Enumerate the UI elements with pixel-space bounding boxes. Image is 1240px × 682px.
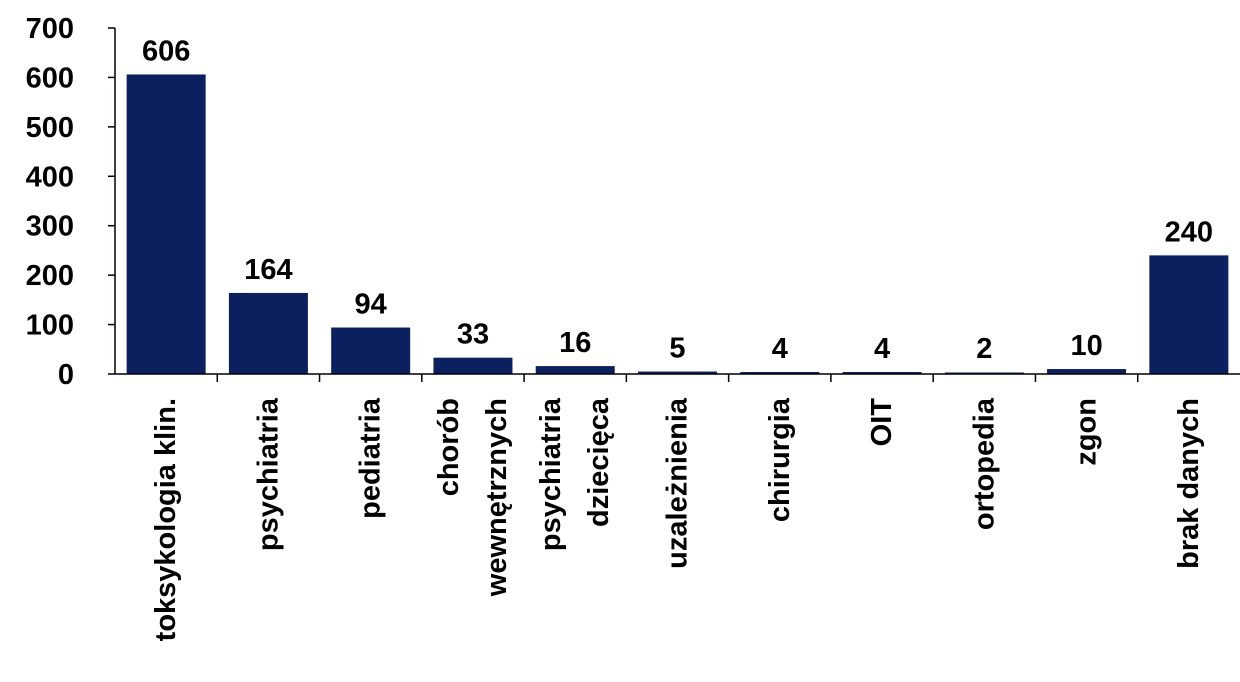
bar-value-label: 606 xyxy=(142,35,190,67)
bar-value-label: 16 xyxy=(559,327,591,359)
x-axis-tick-labels: toksykologia klin. psychiatria pediatria ch… xyxy=(150,397,1205,641)
bar xyxy=(535,366,615,374)
x-tick-label: dziecięca xyxy=(583,397,615,527)
bar-value-label: 94 xyxy=(355,289,387,321)
bar xyxy=(126,74,206,374)
bar xyxy=(1149,255,1229,374)
x-tick-label: chirurgia xyxy=(764,397,796,522)
bar xyxy=(331,327,411,374)
bar-value-label: 4 xyxy=(874,333,890,365)
y-tick-label: 600 xyxy=(26,62,74,94)
x-tick-label: pediatria xyxy=(355,397,387,519)
bar xyxy=(842,372,922,374)
bar-value-label: 240 xyxy=(1165,216,1213,248)
y-tick-label: 200 xyxy=(26,260,74,292)
x-tick-label: uzależnienia xyxy=(662,397,694,569)
bar xyxy=(638,371,717,374)
bar-value-label: 4 xyxy=(772,333,788,365)
x-tick-label: chorób xyxy=(433,398,465,496)
bar xyxy=(228,292,308,374)
y-tick-label: 700 xyxy=(26,13,74,45)
bar xyxy=(1047,369,1127,374)
x-tick-label: OIT xyxy=(866,398,898,447)
x-tick-label: toksykologia klin. xyxy=(150,398,182,641)
bar-value-label: 2 xyxy=(976,333,992,365)
bar xyxy=(433,357,513,374)
bar xyxy=(740,372,820,374)
bar-value-labels: 606 164 94 33 16 5 4 4 2 10 240 xyxy=(142,35,1213,365)
bar-series xyxy=(126,74,1229,374)
bar-value-label: 10 xyxy=(1070,330,1102,362)
x-tick-label: psychiatria xyxy=(535,397,567,551)
y-axis-ticks: 0 100 200 300 400 500 600 700 xyxy=(26,13,1139,391)
x-tick-label: ortopedia xyxy=(968,397,1000,530)
x-tick-label: brak danych xyxy=(1173,398,1205,569)
bar-value-label: 164 xyxy=(244,254,292,286)
y-tick-label: 300 xyxy=(26,211,74,243)
bar-value-label: 5 xyxy=(669,333,685,365)
bar-value-label: 33 xyxy=(457,319,489,351)
y-tick-label: 500 xyxy=(26,112,74,144)
y-tick-label: 100 xyxy=(26,310,74,342)
y-tick-label: 400 xyxy=(26,161,74,193)
x-tick-label: psychiatria xyxy=(252,397,284,551)
y-tick-label: 0 xyxy=(58,359,74,391)
x-tick-label: wewnętrznych xyxy=(481,398,513,597)
x-tick-label: zgon xyxy=(1071,398,1103,466)
